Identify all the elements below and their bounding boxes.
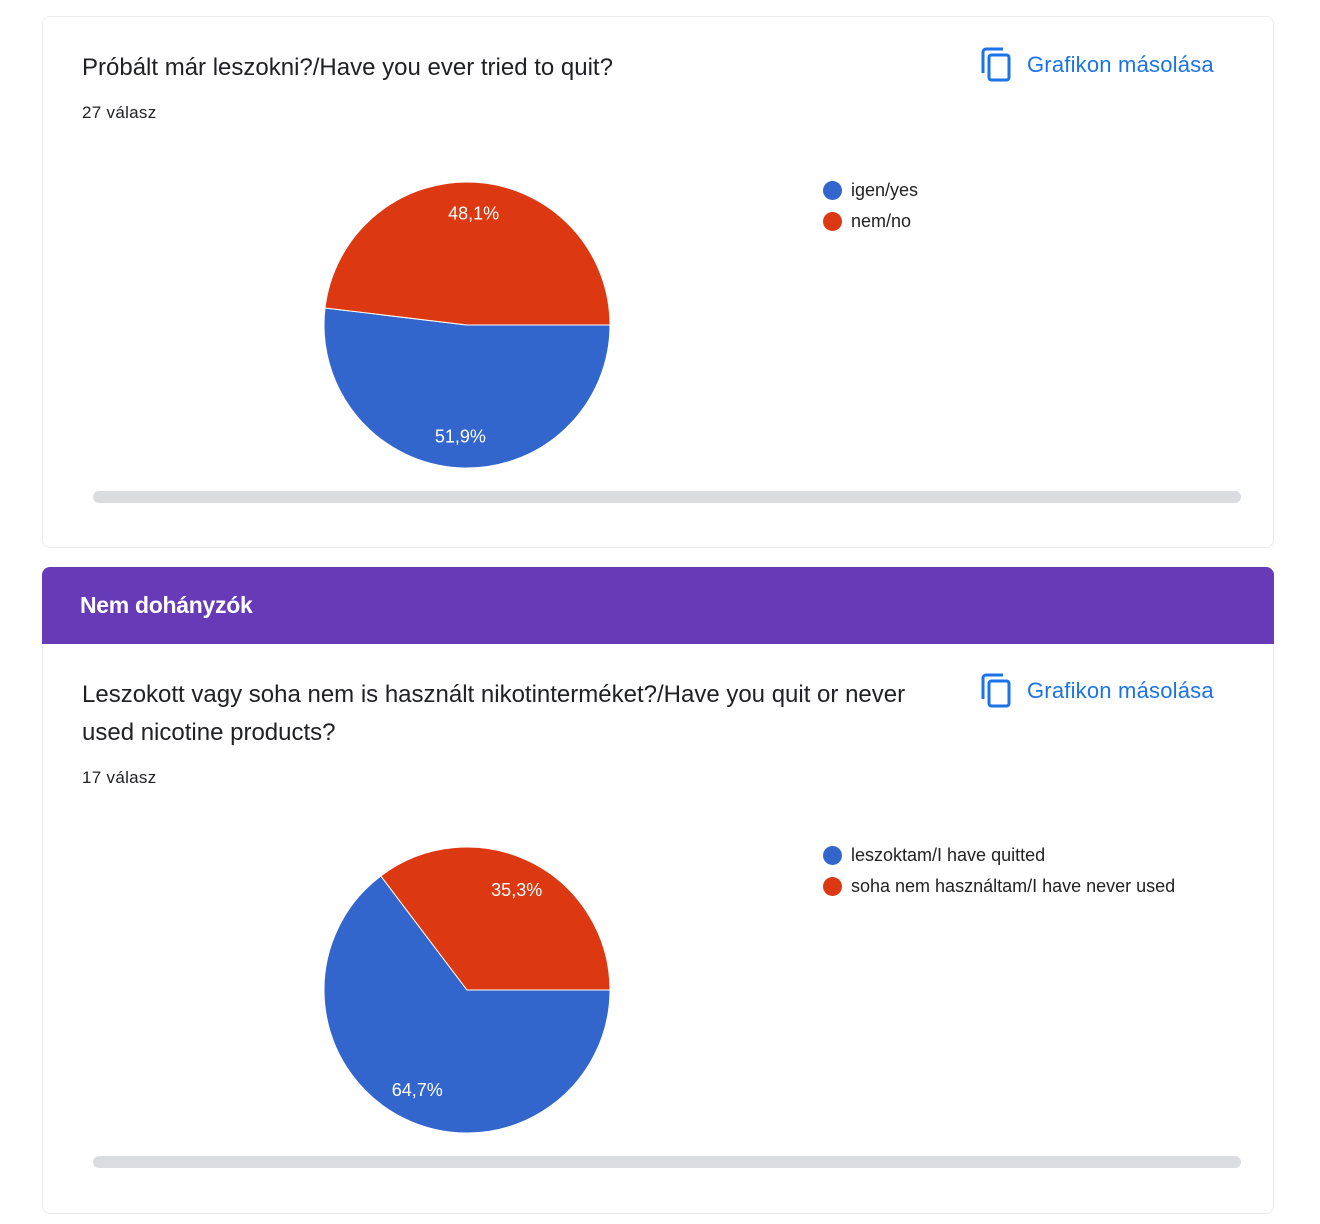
copy-chart-label: Grafikon másolása (1027, 678, 1214, 703)
chart-legend-1: igen/yes nem/no (823, 175, 918, 237)
copy-chart-button[interactable]: Grafikon másolása (979, 45, 1239, 85)
legend-item[interactable]: soha nem használtam/I have never used (823, 871, 1175, 902)
legend-item[interactable]: igen/yes (823, 175, 918, 206)
slice-data-label: 48,1% (448, 204, 499, 224)
pie-chart-1: 51,9% 48,1% (323, 181, 611, 469)
slice-data-label: 51,9% (435, 426, 486, 446)
question-card-2: Leszokott vagy soha nem is használt niko… (42, 644, 1274, 1214)
legend-label: nem/no (851, 211, 912, 231)
pie-slice[interactable] (323, 875, 611, 1134)
legend-swatch (823, 846, 842, 865)
horizontal-scrollbar[interactable] (93, 1156, 1241, 1168)
pie-slice[interactable] (324, 181, 611, 326)
legend-label: soha nem használtam/I have never used (851, 876, 1176, 896)
pie-slice[interactable] (323, 307, 611, 469)
copy-chart-label: Grafikon másolása (1027, 52, 1214, 77)
slice-data-label: 35,3% (491, 880, 542, 900)
copy-icon (981, 47, 1011, 82)
question-title: Leszokott vagy soha nem is használt niko… (82, 681, 906, 746)
legend-item[interactable]: nem/no (823, 206, 918, 237)
section-header: Nem dohányzók (42, 567, 1274, 644)
response-count: 17 válasz (82, 768, 157, 787)
chart-legend-2: leszoktam/I have quitted soha nem használ… (823, 840, 1175, 902)
legend-swatch (823, 181, 842, 200)
question-title: Próbált már leszokni?/Have you ever trie… (82, 54, 613, 81)
section-title: Nem dohányzók (80, 592, 253, 618)
legend-swatch (823, 212, 842, 231)
horizontal-scrollbar[interactable] (93, 491, 1241, 503)
pie-slice[interactable] (380, 846, 611, 991)
copy-chart-button[interactable]: Grafikon másolása (979, 671, 1239, 711)
slice-data-label: 64,7% (392, 1080, 443, 1100)
legend-label: leszoktam/I have quitted (851, 845, 1046, 865)
legend-swatch (823, 877, 842, 896)
copy-icon (981, 673, 1011, 708)
pie-chart-2: 64,7% 35,3% (323, 846, 611, 1134)
legend-label: igen/yes (851, 180, 919, 200)
question-card-1: Próbált már leszokni?/Have you ever trie… (42, 16, 1274, 548)
response-count: 27 válasz (82, 103, 157, 122)
legend-item[interactable]: leszoktam/I have quitted (823, 840, 1175, 871)
